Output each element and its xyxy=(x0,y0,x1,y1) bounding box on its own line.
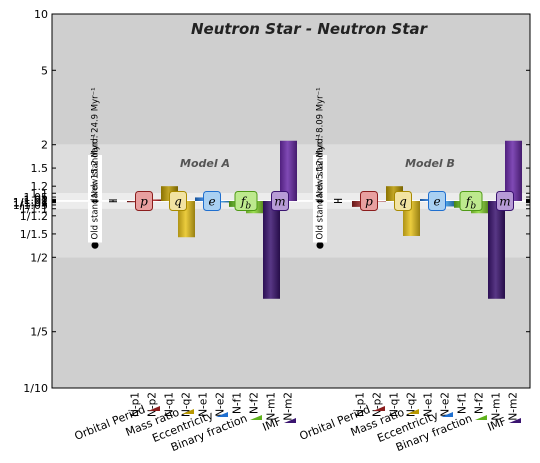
label-background xyxy=(313,155,327,201)
y-axis: 10521.51.21.11.051.021.0111/1.011/1.021/… xyxy=(13,8,530,395)
category-label: N-e2 xyxy=(215,392,227,417)
category-label: N-e1 xyxy=(198,392,210,417)
y-tick-label: 1.1 xyxy=(31,187,49,200)
group-label: IMF xyxy=(261,415,284,434)
model-label: Model B xyxy=(405,157,455,170)
y-tick-label: 1/1.01 xyxy=(13,196,48,209)
param-box xyxy=(496,191,514,211)
category-label: N-f1 xyxy=(457,392,469,414)
param-symbol: fb xyxy=(240,195,251,212)
group-marker xyxy=(373,406,385,411)
band xyxy=(52,208,530,258)
group-marker xyxy=(216,412,228,417)
y-tick-label: 1/2 xyxy=(30,251,48,264)
param-box xyxy=(428,191,446,211)
group-marker xyxy=(441,412,453,417)
new-standard-label: New standard: 8.09 Myr⁻¹ xyxy=(316,87,326,197)
category-label: N-f1 xyxy=(232,392,244,414)
param-box xyxy=(169,191,187,211)
label-background xyxy=(88,155,102,201)
param-symbol: e xyxy=(208,195,215,209)
bar xyxy=(488,201,505,299)
old-standard-label: Old standard: 5.12 Myr⁻¹ xyxy=(316,134,326,240)
y-tick-label: 10 xyxy=(34,8,48,21)
band xyxy=(52,201,530,209)
y-tick-label: 1.2 xyxy=(31,180,49,193)
y-tick-label: 1.05 xyxy=(24,191,49,204)
category-label: N-m1 xyxy=(266,392,278,421)
chart-title: Neutron Star - Neutron Star xyxy=(191,20,429,38)
param-box xyxy=(203,191,221,211)
category-label: N-p1 xyxy=(355,392,367,417)
label-background xyxy=(313,202,327,243)
y-tick-label: 1.5 xyxy=(31,162,49,175)
y-tick-label: 5 xyxy=(41,64,48,77)
band xyxy=(52,257,530,388)
param-symbol: q xyxy=(399,195,407,209)
param-symbol: m xyxy=(274,195,285,209)
group-marker xyxy=(148,406,160,411)
category-label: N-f2 xyxy=(249,392,261,414)
model-label: Model A xyxy=(180,157,230,170)
y-tick-label: 1.01 xyxy=(24,194,49,207)
group-marker xyxy=(182,409,194,414)
y-tick-label: 1.02 xyxy=(24,193,49,206)
y-tick-label: 1 xyxy=(41,195,48,208)
category-label: N-q1 xyxy=(164,392,176,417)
category-label: N-p1 xyxy=(130,392,142,417)
old-standard-label: Old standard: 15.2 Myr⁻¹ xyxy=(91,134,101,240)
bar xyxy=(263,201,280,299)
category-label: N-e2 xyxy=(440,392,452,417)
param-box xyxy=(360,191,378,211)
param-symbol: p xyxy=(140,195,148,209)
bar xyxy=(280,140,297,201)
group-label: IMF xyxy=(486,415,509,434)
label-background xyxy=(88,202,102,243)
param-symbol: p xyxy=(365,195,373,209)
old-standard-dot xyxy=(316,241,324,249)
category-label: N-f2 xyxy=(474,392,486,414)
param-box xyxy=(234,191,258,211)
y-tick-label: 1/1.02 xyxy=(13,197,48,210)
y-tick-label: 1/1.2 xyxy=(20,210,48,223)
param-symbol: e xyxy=(433,195,440,209)
param-box xyxy=(271,191,289,211)
y-tick-label: 2 xyxy=(41,139,48,152)
category-label: N-q2 xyxy=(406,392,418,417)
category-label: N-e1 xyxy=(423,392,435,417)
y-tick-label: 1/5 xyxy=(30,326,48,339)
band xyxy=(52,14,530,145)
param-symbol: q xyxy=(174,195,182,209)
group-marker xyxy=(407,409,419,414)
group-marker xyxy=(250,415,262,420)
y-tick-label: 1/1.05 xyxy=(13,199,48,212)
y-tick-label: 1/1.1 xyxy=(20,203,48,216)
param-symbol: fb xyxy=(465,195,476,212)
category-label: N-q2 xyxy=(181,392,193,417)
category-label: N-m2 xyxy=(283,392,295,421)
group-marker xyxy=(284,418,296,423)
category-label: N-m2 xyxy=(508,392,520,421)
panel: Model B p q e fb m New standard: 8.09 Myr⁻¹Old… xyxy=(313,87,522,299)
y-tick-label: 1/1.5 xyxy=(20,228,48,241)
param-symbol: m xyxy=(499,195,510,209)
new-standard-label: New standard: 24.9 Myr⁻¹ xyxy=(91,87,101,197)
category-label: N-q1 xyxy=(389,392,401,417)
old-standard-dot xyxy=(91,241,99,249)
param-box xyxy=(394,191,412,211)
param-box xyxy=(459,191,483,211)
group-marker xyxy=(509,418,521,423)
param-box xyxy=(135,191,153,211)
y-tick-label: 1/10 xyxy=(23,382,48,395)
bar xyxy=(505,140,522,201)
group-marker xyxy=(475,415,487,420)
category-label: N-m1 xyxy=(491,392,503,421)
panel: Model A p q e fb m New standard: 24.9 Myr⁻¹Old… xyxy=(88,87,297,299)
